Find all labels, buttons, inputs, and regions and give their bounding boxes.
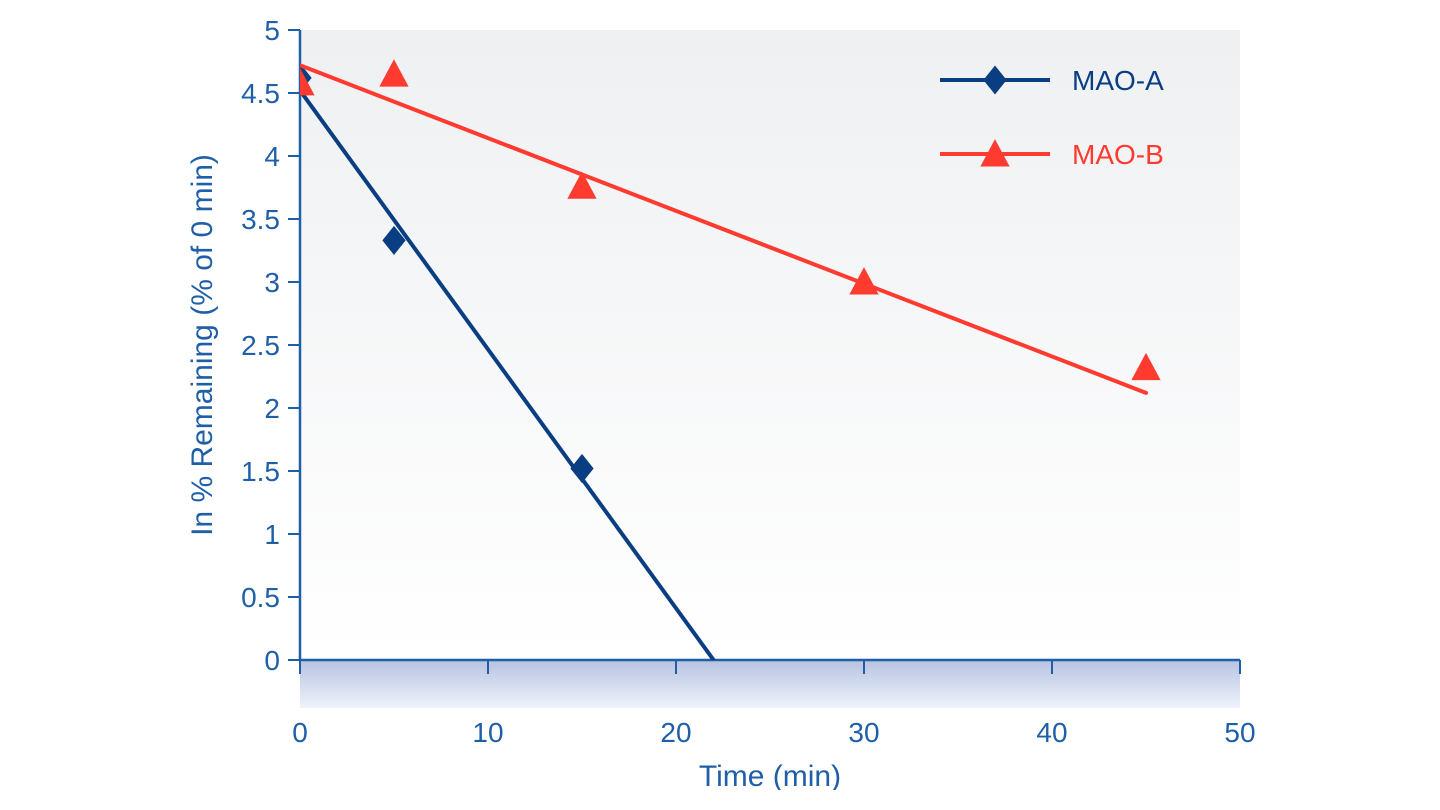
y-tick-label: 2.5 <box>241 330 280 361</box>
y-tick-label: 4 <box>264 141 280 172</box>
x-tick-label: 40 <box>1036 717 1067 748</box>
x-tick-label: 30 <box>848 717 879 748</box>
x-tick-label: 0 <box>292 717 308 748</box>
legend-label-mao-a: MAO-A <box>1072 65 1164 96</box>
y-tick-label: 3.5 <box>241 204 280 235</box>
y-tick-label: 3 <box>264 267 280 298</box>
y-tick-label: 1 <box>264 519 280 550</box>
x-tick-label: 20 <box>660 717 691 748</box>
chart-svg: 00.511.522.533.544.5501020304050In % Rem… <box>180 20 1260 790</box>
y-tick-label: 4.5 <box>241 78 280 109</box>
x-tick-label: 50 <box>1224 717 1255 748</box>
y-tick-label: 1.5 <box>241 456 280 487</box>
y-tick-label: 2 <box>264 393 280 424</box>
plot-background <box>300 30 1240 660</box>
x-tick-label: 10 <box>472 717 503 748</box>
legend-label-mao-b: MAO-B <box>1072 139 1164 170</box>
y-tick-label: 0 <box>264 645 280 676</box>
mao-chart: 00.511.522.533.544.5501020304050In % Rem… <box>180 20 1260 790</box>
x-axis-label: Time (min) <box>699 760 841 790</box>
y-axis-label: In % Remaining (% of 0 min) <box>186 154 219 536</box>
y-tick-label: 5 <box>264 20 280 46</box>
y-tick-label: 0.5 <box>241 582 280 613</box>
x-axis-band <box>300 660 1240 708</box>
